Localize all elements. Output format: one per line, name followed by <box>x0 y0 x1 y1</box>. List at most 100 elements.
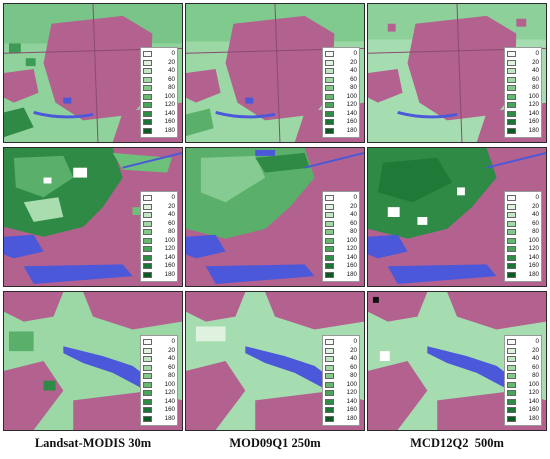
legend-row: 140 <box>507 110 539 119</box>
legend-row: 0 <box>143 50 175 59</box>
legend-swatch <box>143 212 152 219</box>
legend-row: 180 <box>507 415 539 424</box>
legend-label: 0 <box>353 50 357 58</box>
legend-swatch <box>507 212 516 219</box>
legend-swatch <box>325 220 334 227</box>
legend-row: 20 <box>143 59 175 68</box>
legend-swatch <box>325 68 334 75</box>
legend-label: 60 <box>532 219 539 227</box>
map-r1-c3 <box>368 4 546 142</box>
legend-row: 120 <box>325 101 357 110</box>
legend-row: 100 <box>507 93 539 102</box>
legend-row: 40 <box>325 67 357 76</box>
legend-label: 40 <box>350 211 357 219</box>
legend-label: 160 <box>164 262 175 270</box>
legend-row: 40 <box>325 355 357 364</box>
legend-swatch <box>507 229 516 236</box>
legend-label: 80 <box>532 228 539 236</box>
legend-label: 120 <box>164 389 175 397</box>
legend-row: 120 <box>325 389 357 398</box>
legend-row: 180 <box>325 271 357 280</box>
legend-swatch <box>325 271 334 278</box>
legend-swatch <box>325 356 334 363</box>
legend-label: 0 <box>535 50 539 58</box>
legend-row: 140 <box>325 254 357 263</box>
legend-swatch <box>143 364 152 371</box>
legend-row: 60 <box>143 220 175 229</box>
legend-label: 20 <box>168 346 175 354</box>
panel-r3-c1: 0 20 40 60 80 100 120 140 160 180 <box>3 291 183 431</box>
legend-swatch <box>143 76 152 83</box>
legend-swatch <box>325 51 334 58</box>
legend-label: 140 <box>346 397 357 405</box>
legend-label: 160 <box>346 118 357 126</box>
legend-swatch <box>325 93 334 100</box>
legend-swatch <box>325 254 334 261</box>
legend-label: 60 <box>350 219 357 227</box>
legend-swatch <box>325 102 334 109</box>
legend-label: 120 <box>164 245 175 253</box>
legend-row: 20 <box>507 59 539 68</box>
legend-row: 140 <box>325 110 357 119</box>
legend-label: 140 <box>346 109 357 117</box>
legend-row: 160 <box>325 406 357 415</box>
legend-swatch <box>143 398 152 405</box>
legend-row: 100 <box>325 237 357 246</box>
legend-swatch <box>325 390 334 397</box>
legend-row: 160 <box>507 406 539 415</box>
legend-row: 160 <box>325 118 357 127</box>
legend-row: 80 <box>507 228 539 237</box>
legend-row: 40 <box>507 211 539 220</box>
legend-row: 140 <box>143 254 175 263</box>
legend-label: 80 <box>168 228 175 236</box>
legend-swatch <box>325 263 334 270</box>
legend-row: 40 <box>143 211 175 220</box>
legend-label: 40 <box>168 211 175 219</box>
legend-label: 60 <box>168 75 175 83</box>
panel-r3-c3: 0 20 40 60 80 100 120 140 160 180 <box>367 291 547 431</box>
legend-swatch <box>143 93 152 100</box>
legend-label: 60 <box>168 219 175 227</box>
legend-label: 120 <box>164 101 175 109</box>
legend-row: 180 <box>325 415 357 424</box>
legend-row: 0 <box>143 194 175 203</box>
legend-row: 20 <box>143 203 175 212</box>
legend-row: 20 <box>143 347 175 356</box>
legend-swatch <box>143 220 152 227</box>
legend-label: 80 <box>350 228 357 236</box>
legend-label: 40 <box>532 211 539 219</box>
image-grid: 0 20 40 60 80 100 120 140 160 180 0 20 40 60 80 100 120… <box>3 3 547 431</box>
legend-row: 100 <box>325 93 357 102</box>
legend-swatch <box>325 339 334 346</box>
legend-label: 0 <box>535 194 539 202</box>
map-r2-c1 <box>4 148 182 286</box>
panel-r1-c1: 0 20 40 60 80 100 120 140 160 180 <box>3 3 183 143</box>
legend-swatch <box>143 51 152 58</box>
legend-swatch <box>507 195 516 202</box>
legend-label: 120 <box>346 389 357 397</box>
legend-label: 180 <box>528 414 539 422</box>
legend-row: 60 <box>325 364 357 373</box>
legend-swatch <box>507 93 516 100</box>
legend-row: 120 <box>507 389 539 398</box>
legend-row: 140 <box>507 254 539 263</box>
legend-label: 0 <box>171 194 175 202</box>
legend-row: 60 <box>325 76 357 85</box>
legend-row: 80 <box>325 84 357 93</box>
legend-label: 180 <box>164 414 175 422</box>
legend-label: 80 <box>532 84 539 92</box>
legend-label: 0 <box>171 338 175 346</box>
legend-swatch <box>507 68 516 75</box>
legend-label: 180 <box>164 270 175 278</box>
legend-label: 100 <box>346 92 357 100</box>
legend-swatch <box>143 59 152 66</box>
legend-label: 160 <box>528 262 539 270</box>
legend-label: 80 <box>350 84 357 92</box>
legend-swatch <box>143 347 152 354</box>
legend-swatch <box>507 119 516 126</box>
legend: 0 20 40 60 80 100 120 140 160 180 <box>140 47 178 138</box>
legend-label: 140 <box>164 109 175 117</box>
legend-label: 160 <box>528 118 539 126</box>
legend-label: 100 <box>528 380 539 388</box>
legend-row: 100 <box>143 381 175 390</box>
